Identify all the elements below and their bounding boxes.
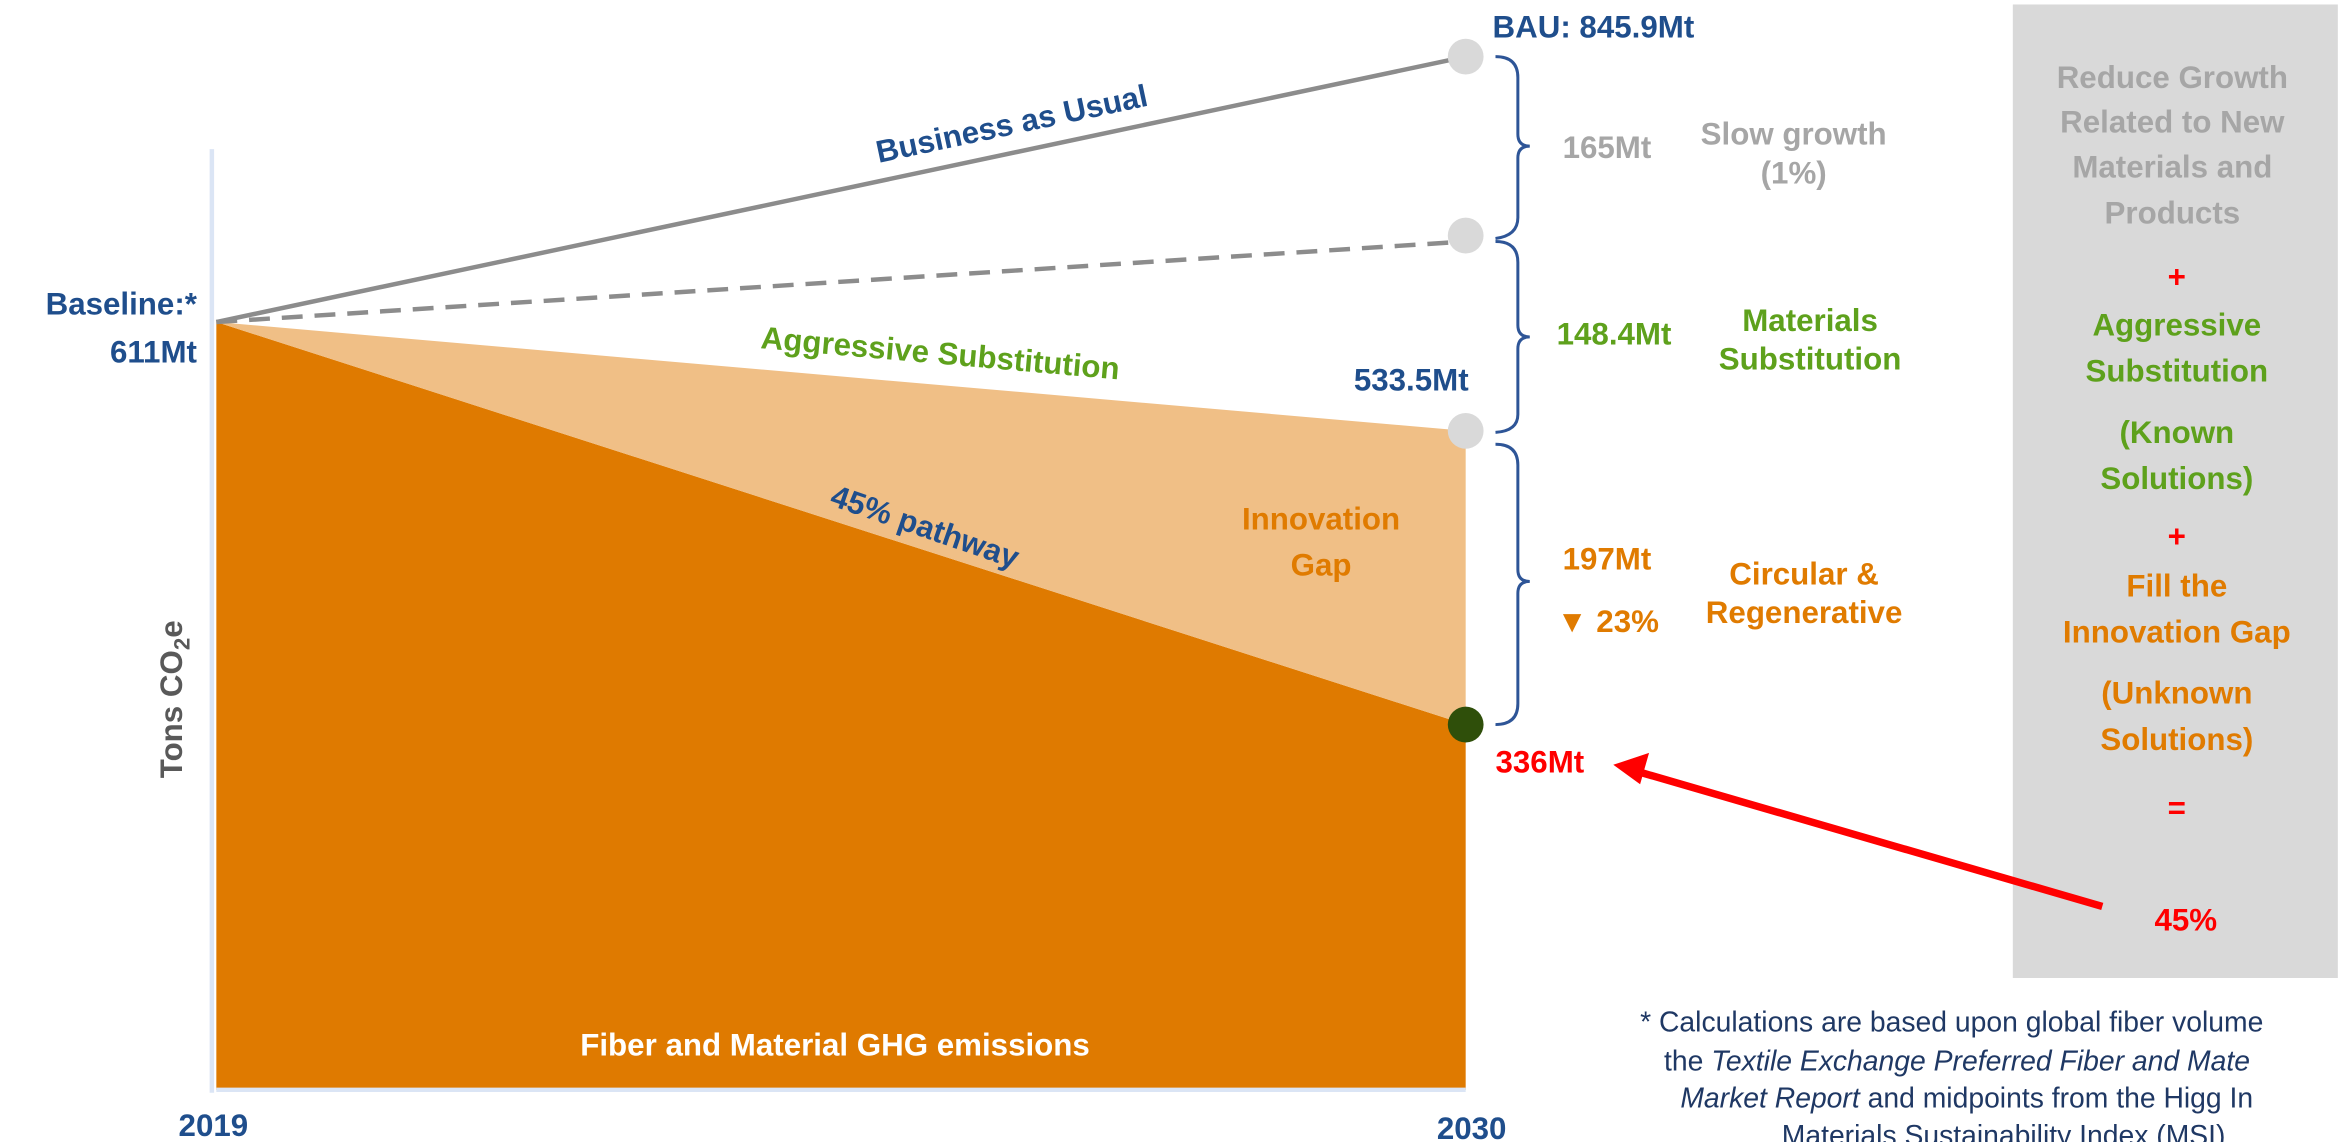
arrow-head: [1613, 752, 1650, 785]
panel-plus: +: [2168, 519, 2186, 554]
slow-growth-point: [1447, 217, 1484, 254]
brace: [1495, 55, 1530, 241]
bracket-label: Slow growth: [1701, 117, 1887, 152]
area-label: Fiber and Material GHG emissions: [580, 1028, 1090, 1063]
bracket-label: Regenerative: [1706, 595, 1903, 630]
bracket-label: (1%): [1761, 155, 1827, 190]
panel-line: Reduce Growth: [2057, 60, 2288, 95]
panel-line: Solutions): [2100, 461, 2253, 496]
gap-label: Innovation: [1242, 501, 1400, 536]
panel-line: Materials and: [2072, 149, 2272, 184]
panel-plus: +: [2168, 260, 2186, 295]
bracket-change: ▼ 23%: [1557, 604, 1659, 639]
italic: Market Report: [1680, 1083, 1861, 1115]
footnote: Materials Sustainability Index (MSI): [1782, 1120, 2226, 1142]
brace: [1495, 240, 1530, 434]
footnote: Market Report and midpoints from the Hig…: [1680, 1083, 2253, 1115]
value-label: 533.5Mt: [1354, 363, 1469, 398]
footnote: * Calculations are based upon global fib…: [1640, 1007, 2263, 1039]
panel-line: Products: [2105, 196, 2241, 231]
panel-line: Aggressive: [2092, 307, 2261, 342]
panel-line: Innovation Gap: [2063, 615, 2291, 650]
target-label: 336Mt: [1495, 744, 1584, 779]
panel-equals: =: [2168, 790, 2186, 825]
brace: [1495, 442, 1530, 727]
x-label: 2019: [179, 1108, 249, 1142]
baseline-label: Baseline:*: [46, 287, 198, 322]
subscript: 2: [170, 638, 195, 650]
text: Tons CO: [154, 650, 189, 778]
panel-line: (Known: [2119, 415, 2234, 450]
braces: [1495, 55, 1530, 727]
bau-point: [1447, 38, 1484, 75]
y-axis-title: Tons CO2e: [154, 620, 194, 778]
bracket-value: 197Mt: [1563, 542, 1652, 577]
arrow-line: [1639, 768, 2104, 911]
substitution-point: [1447, 412, 1484, 449]
gap-label: Gap: [1291, 547, 1352, 582]
bau-line: [215, 54, 1467, 325]
target-point: [1447, 706, 1484, 743]
panel-line: Solutions): [2100, 722, 2253, 757]
bracket-label: Circular &: [1729, 556, 1879, 591]
footnote: the Textile Exchange Preferred Fiber and…: [1664, 1045, 2250, 1077]
panel-result: 45%: [2154, 902, 2217, 937]
baseline-value: 611Mt: [110, 334, 198, 369]
panel-line: (Unknown: [2101, 676, 2252, 711]
bracket-label: Materials: [1742, 303, 1878, 338]
bracket-value: 165Mt: [1563, 130, 1652, 165]
summary-panel: [2012, 4, 2338, 979]
bau-label: BAU: 845.9Mt: [1493, 9, 1695, 44]
panel-text: Reduce Growth Related to New Materials a…: [2057, 60, 2291, 937]
text: the: [1664, 1045, 1711, 1077]
pathway-area: [216, 322, 1466, 1090]
text: e: [154, 620, 189, 637]
text: and midpoints from the Higg In: [1860, 1083, 2253, 1115]
italic: Textile Exchange Preferred Fiber and Mat…: [1711, 1045, 2250, 1077]
panel-line: Substitution: [2086, 354, 2269, 389]
panel-line: Fill the: [2126, 568, 2227, 603]
bracket-label: Substitution: [1719, 342, 1902, 377]
bracket-value: 148.4Mt: [1557, 316, 1672, 351]
slow-growth-line: [216, 239, 1466, 325]
x-label: 2030: [1437, 1111, 1507, 1142]
line-label: Business as Usual: [873, 78, 1151, 170]
panel-line: Related to New: [2060, 105, 2285, 140]
